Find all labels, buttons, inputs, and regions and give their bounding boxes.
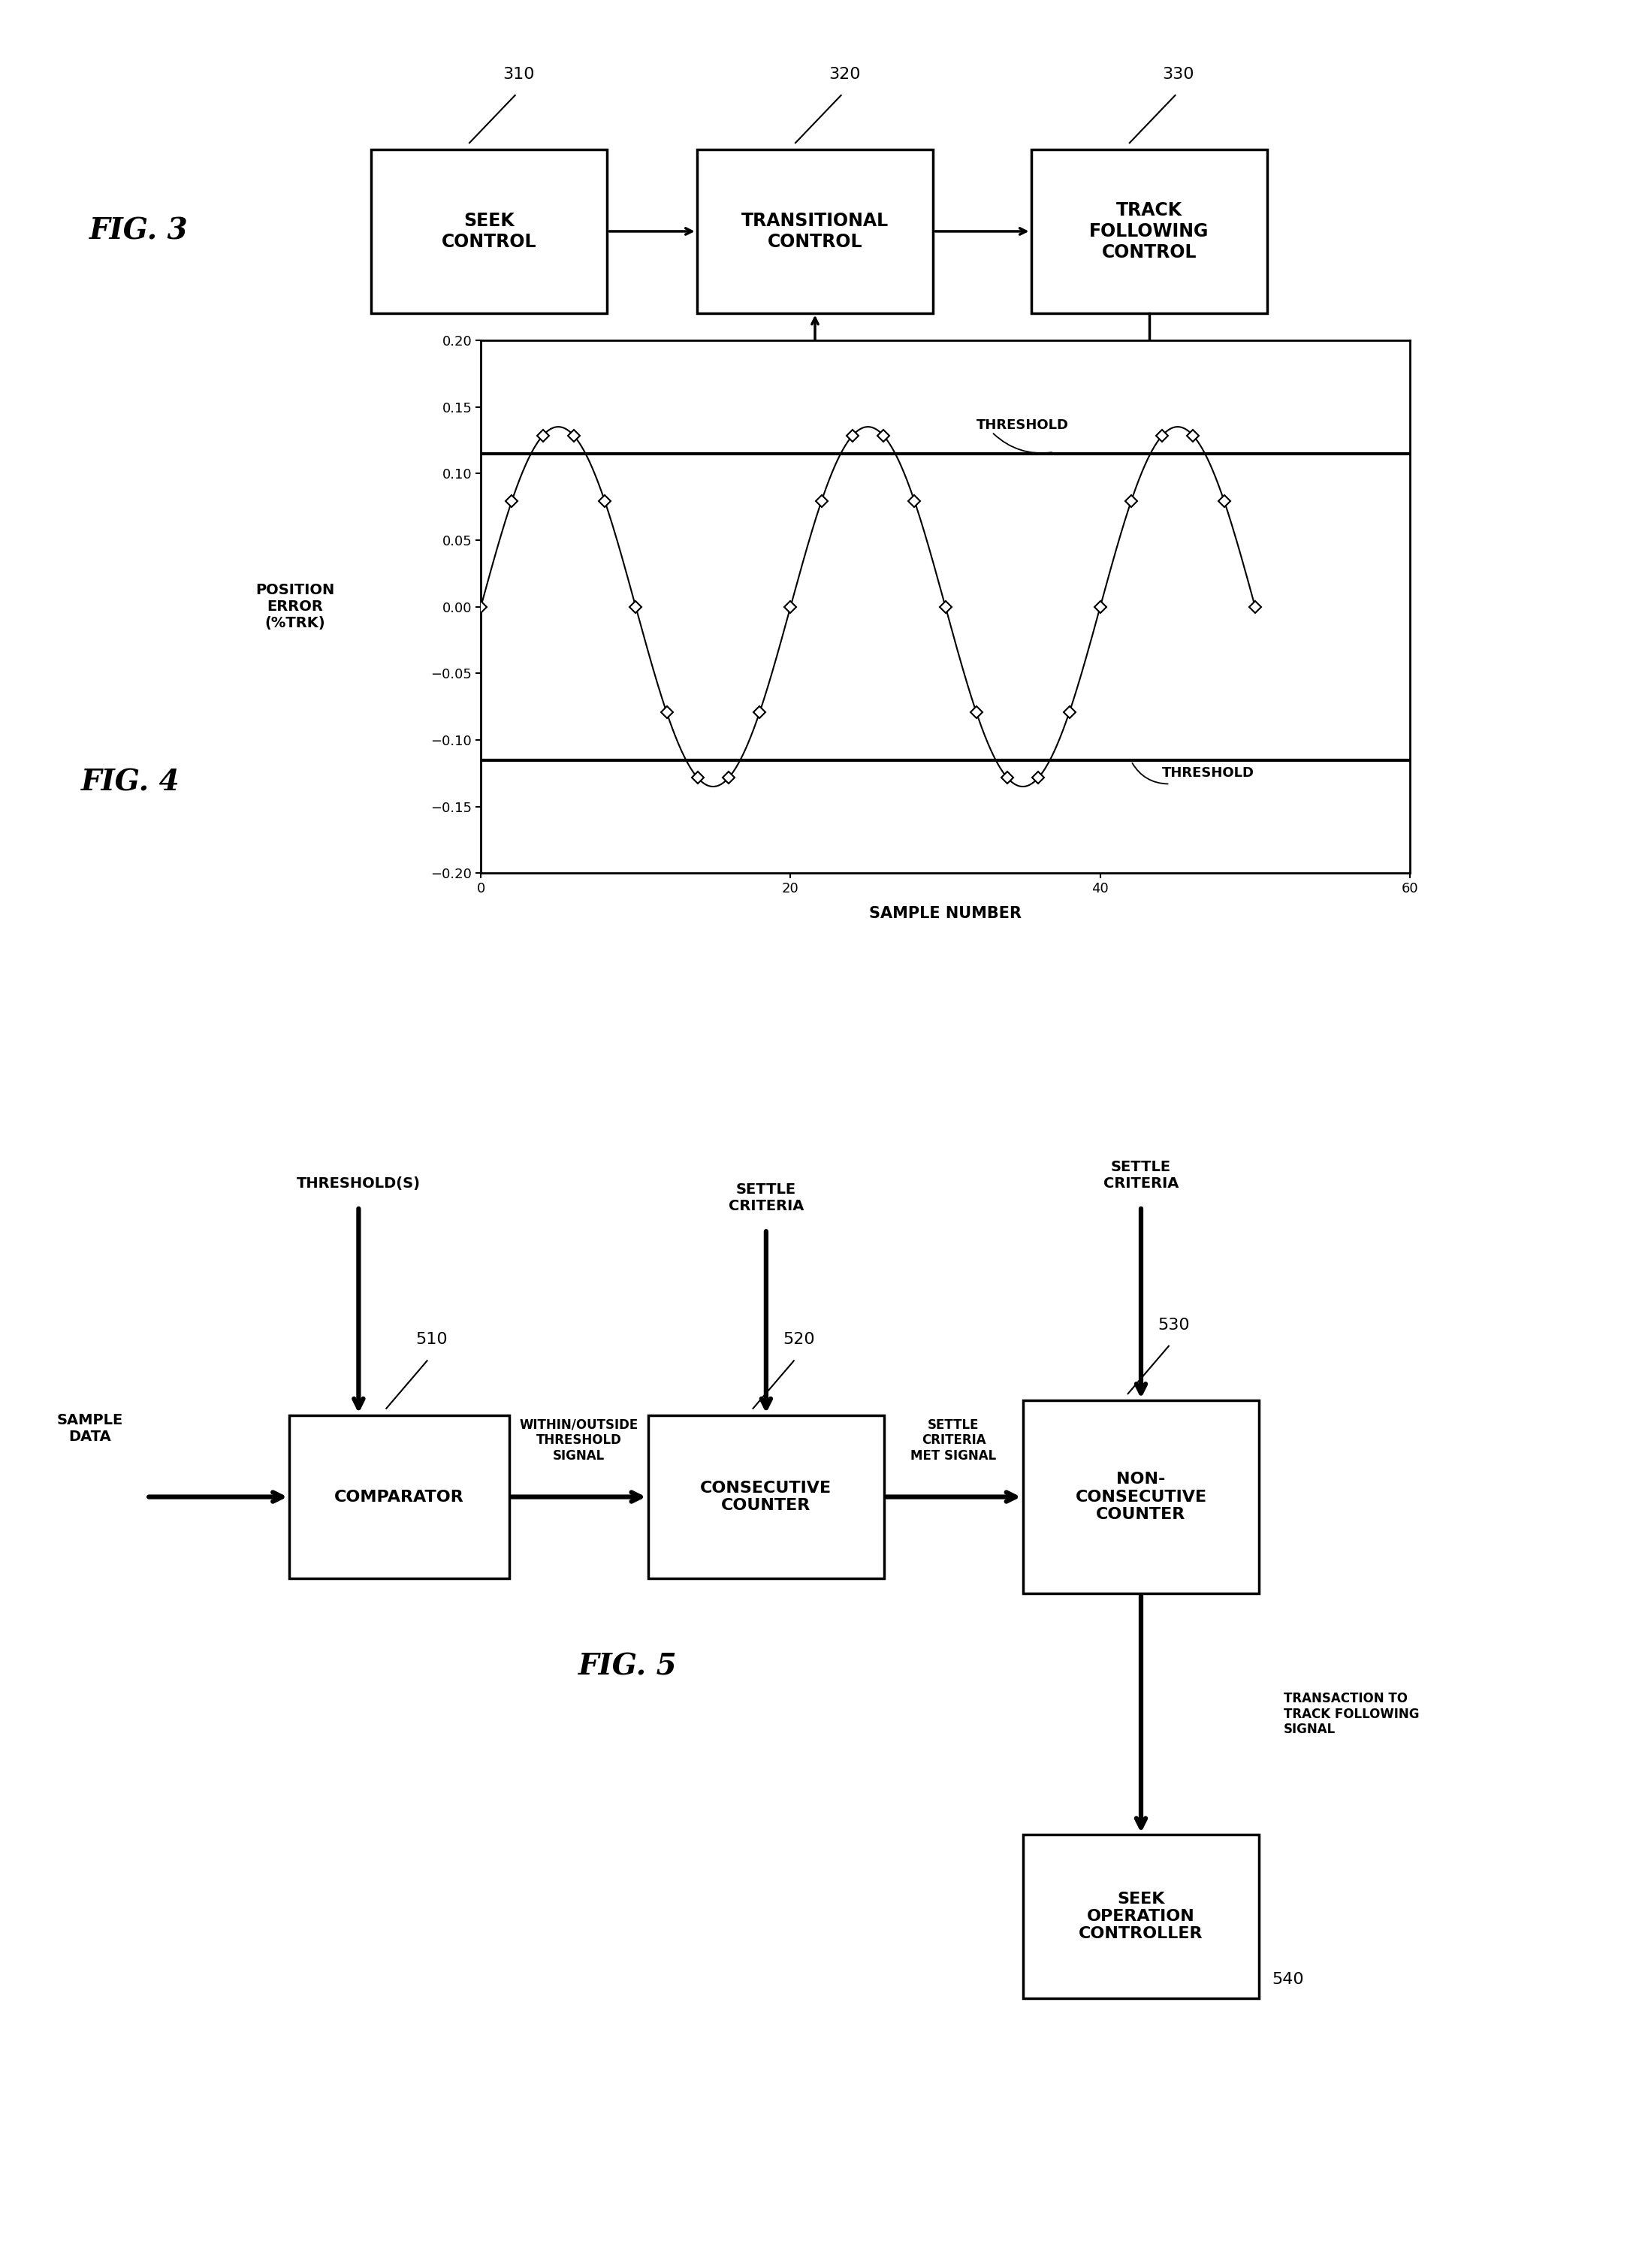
X-axis label: SAMPLE NUMBER: SAMPLE NUMBER bbox=[869, 905, 1022, 921]
Text: NON-
CONSECUTIVE
COUNTER: NON- CONSECUTIVE COUNTER bbox=[1076, 1472, 1206, 1522]
FancyBboxPatch shape bbox=[647, 1415, 883, 1579]
Text: SEEK
OPERATION
CONTROLLER: SEEK OPERATION CONTROLLER bbox=[1079, 1892, 1203, 1941]
Text: FIG. 5: FIG. 5 bbox=[579, 1653, 676, 1681]
FancyBboxPatch shape bbox=[698, 150, 932, 313]
FancyBboxPatch shape bbox=[1024, 1399, 1258, 1592]
Text: FALL OUT OF
TRACK FOLLOWING
(UNSAFE): FALL OUT OF TRACK FOLLOWING (UNSAFE) bbox=[735, 422, 895, 469]
Text: TRANSITIONAL
CONTROL: TRANSITIONAL CONTROL bbox=[742, 211, 888, 252]
Text: 330: 330 bbox=[1162, 66, 1195, 82]
Text: TRANSACTION TO
TRACK FOLLOWING
SIGNAL: TRANSACTION TO TRACK FOLLOWING SIGNAL bbox=[1284, 1692, 1420, 1737]
Text: WITHIN/OUTSIDE
THRESHOLD
SIGNAL: WITHIN/OUTSIDE THRESHOLD SIGNAL bbox=[520, 1418, 637, 1463]
FancyBboxPatch shape bbox=[370, 150, 606, 313]
Text: SETTLE
CRITERIA: SETTLE CRITERIA bbox=[729, 1182, 804, 1213]
Text: 320: 320 bbox=[828, 66, 861, 82]
Text: 510: 510 bbox=[416, 1331, 448, 1347]
Text: 520: 520 bbox=[782, 1331, 815, 1347]
Text: FIG. 3: FIG. 3 bbox=[90, 218, 187, 245]
Text: SETTLE
CRITERIA
MET SIGNAL: SETTLE CRITERIA MET SIGNAL bbox=[911, 1418, 996, 1463]
Text: COMPARATOR: COMPARATOR bbox=[334, 1490, 465, 1504]
FancyBboxPatch shape bbox=[290, 1415, 509, 1579]
Text: 310: 310 bbox=[502, 66, 535, 82]
Text: SAMPLE
DATA: SAMPLE DATA bbox=[57, 1413, 122, 1445]
Text: THRESHOLD(S): THRESHOLD(S) bbox=[297, 1177, 421, 1191]
Text: THRESHOLD: THRESHOLD bbox=[1162, 767, 1255, 780]
FancyBboxPatch shape bbox=[1024, 1835, 1258, 1998]
Text: SEEK
CONTROL: SEEK CONTROL bbox=[442, 211, 536, 252]
Text: 530: 530 bbox=[1157, 1318, 1190, 1334]
Text: TRACK
FOLLOWING
CONTROL: TRACK FOLLOWING CONTROL bbox=[1089, 202, 1209, 261]
Text: 540: 540 bbox=[1271, 1971, 1304, 1987]
FancyBboxPatch shape bbox=[1030, 150, 1268, 313]
Text: THRESHOLD: THRESHOLD bbox=[976, 420, 1069, 433]
Text: SETTLE
CRITERIA: SETTLE CRITERIA bbox=[1104, 1159, 1178, 1191]
Text: FIG. 4: FIG. 4 bbox=[82, 769, 179, 796]
Text: CONSECUTIVE
COUNTER: CONSECUTIVE COUNTER bbox=[701, 1481, 831, 1513]
Text: POSITION
ERROR
(%TRK): POSITION ERROR (%TRK) bbox=[256, 583, 334, 631]
